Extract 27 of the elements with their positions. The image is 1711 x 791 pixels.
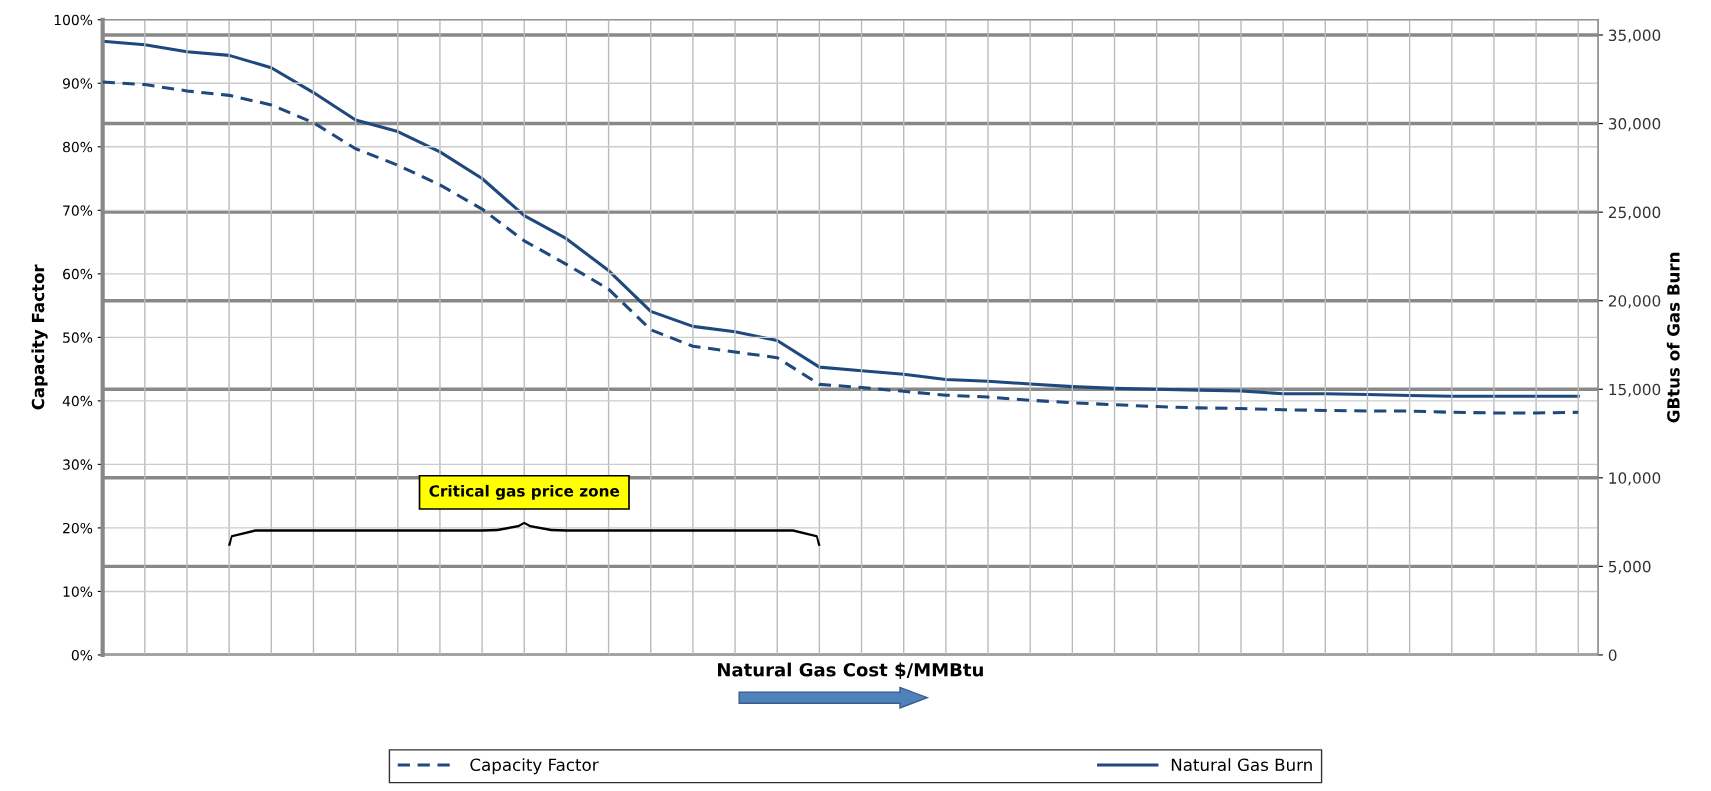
y2-tick-label: 10,000	[1609, 472, 1661, 486]
y-tick-label: 10%	[63, 586, 93, 597]
y-tick-label: 100%	[54, 14, 93, 26]
line-series	[102, 39, 1580, 398]
y2-tick-label: 5,000	[1608, 560, 1651, 574]
y2-tick-label: 15,000	[1609, 383, 1661, 397]
y-tick-label: 50%	[63, 332, 93, 343]
annotation: Critical gas price zone	[429, 484, 620, 500]
y-tick-label: 90%	[62, 78, 93, 89]
y-tick-label: 80%	[63, 141, 93, 153]
y2-tick-label: 30,000	[1608, 118, 1661, 132]
y-tick-label: 0%	[71, 649, 93, 661]
y2-tick-label: 20,000	[1608, 295, 1661, 309]
y-tick-label: 30%	[63, 459, 93, 470]
y-axis-title: Capacity Factor	[31, 264, 48, 410]
y-tick-label: 60%	[63, 268, 93, 280]
y-tick-label: 40%	[62, 395, 93, 407]
y-tick-label: 20%	[63, 522, 93, 534]
y-tick-label: 70%	[63, 205, 93, 216]
y2-tick-label: 25,000	[1608, 206, 1661, 220]
x-axis-title: Natural Gas Cost $/MMBtu	[718, 662, 983, 679]
legend-label: Capacity Factor	[470, 758, 599, 775]
y2-tick-label: 35,000	[1608, 29, 1661, 43]
line-series	[102, 80, 1580, 415]
y2-axis-title: GBtus of Gas Burn	[1666, 252, 1680, 423]
y2-tick-label: 0	[1608, 649, 1617, 661]
legend-label: Natural Gas Burn	[1171, 758, 1312, 772]
